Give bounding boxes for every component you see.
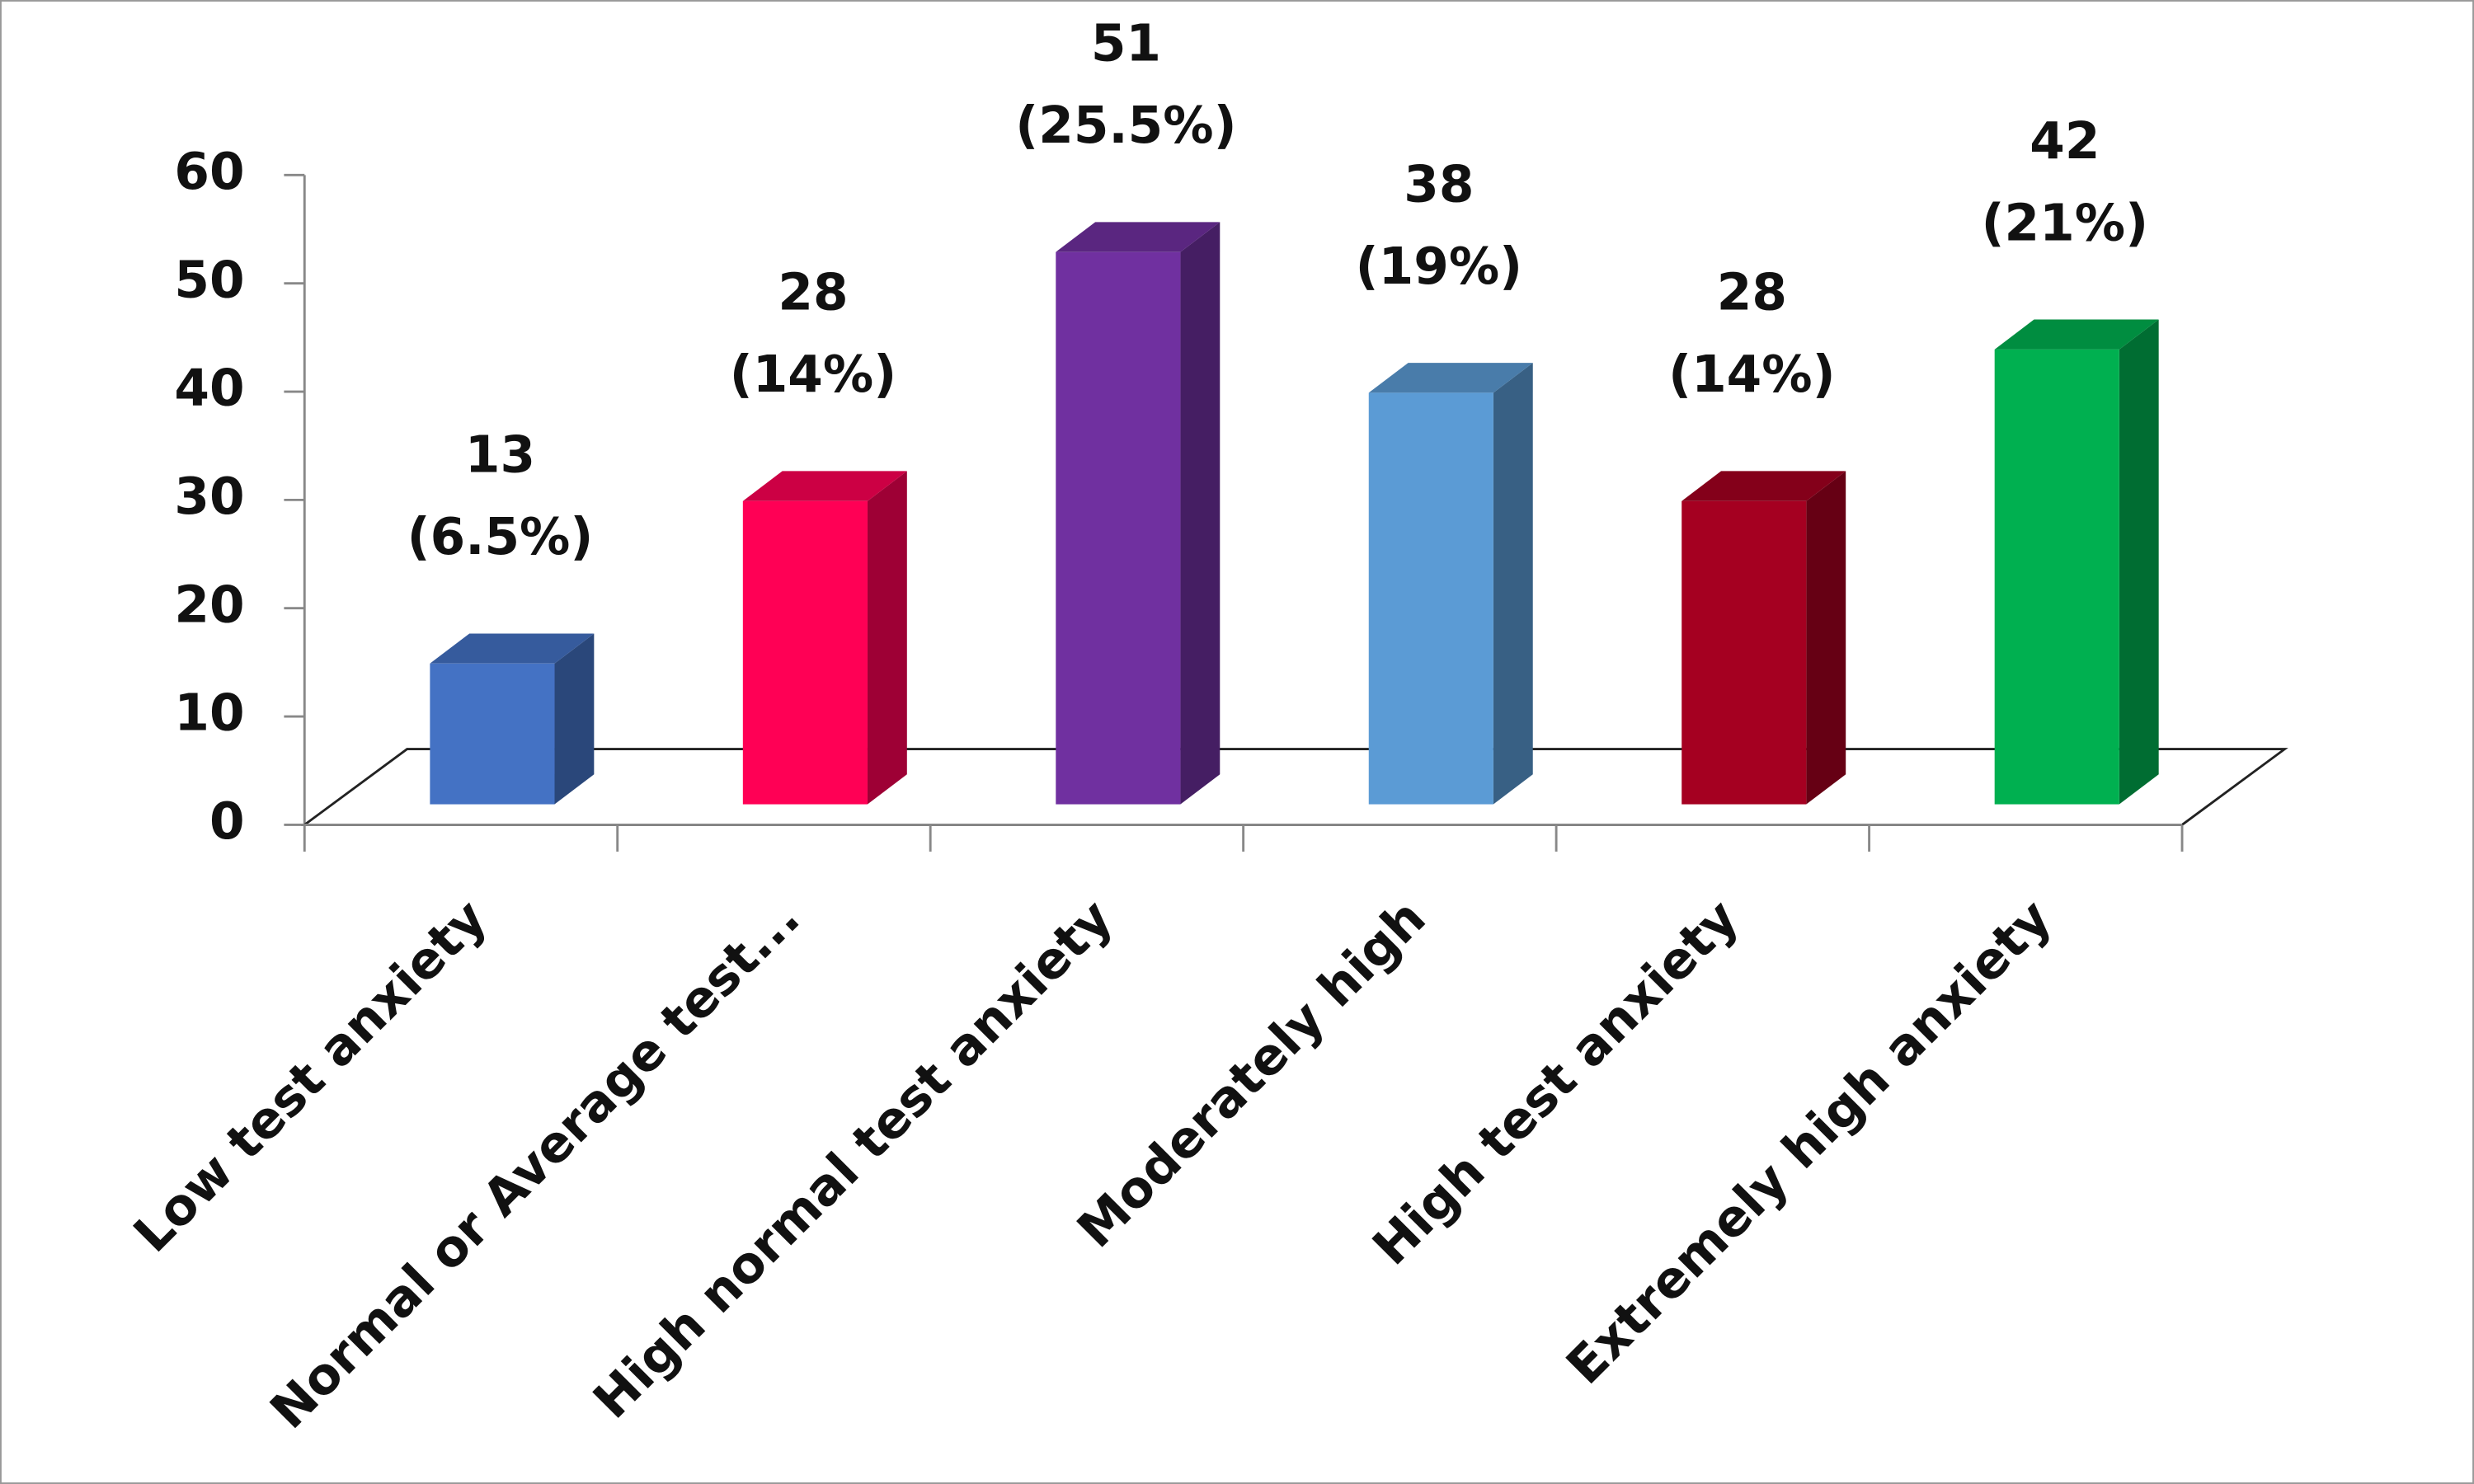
value-label: (21%) (1982, 194, 2148, 252)
value-label: 28 (778, 264, 848, 322)
bar (742, 471, 907, 805)
bar-front (742, 500, 868, 805)
value-label: (14%) (1668, 345, 1835, 404)
bar-side (2119, 319, 2159, 805)
bar-top (430, 633, 595, 664)
bar-top (1681, 471, 1846, 501)
bar-side (554, 633, 595, 805)
bar-front (1368, 392, 1493, 805)
value-label: 51 (1091, 15, 1161, 73)
bar (1994, 319, 2159, 805)
y-tick-label: 40 (174, 359, 244, 418)
bar (1681, 471, 1846, 805)
bar (430, 633, 595, 805)
bar-front (1681, 500, 1807, 805)
value-label: (25.5%) (1015, 96, 1236, 155)
bar-front (1056, 251, 1181, 805)
bar-side (1180, 222, 1221, 805)
y-tick-label: 0 (209, 792, 245, 851)
y-tick-label: 50 (174, 251, 244, 309)
bar-top (1368, 363, 1533, 393)
bar-front (430, 663, 555, 805)
bar-side (867, 471, 907, 805)
floor (300, 748, 2288, 826)
bar-top (1994, 319, 2159, 350)
value-label: (14%) (730, 345, 896, 404)
bar-front (1994, 349, 2119, 805)
bar-top (742, 471, 907, 501)
value-label: (6.5%) (407, 508, 594, 566)
bar (1056, 222, 1221, 805)
value-label: (19%) (1356, 237, 1522, 296)
bar-side (1493, 363, 1533, 805)
value-label: 38 (1404, 155, 1474, 214)
y-tick-label: 30 (174, 467, 244, 526)
bar-side (1806, 471, 1846, 805)
value-label: 28 (1717, 264, 1787, 322)
y-tick-label: 60 (174, 143, 244, 201)
value-label: 13 (465, 426, 535, 485)
y-tick-label: 10 (174, 684, 244, 743)
bar (1368, 363, 1533, 805)
bar-top (1056, 222, 1221, 252)
value-label: 42 (2030, 112, 2100, 171)
y-tick-label: 20 (174, 575, 244, 634)
